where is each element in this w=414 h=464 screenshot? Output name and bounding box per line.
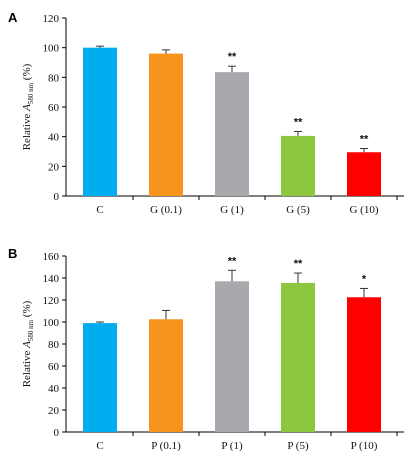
y-tick-label: 120: [43, 13, 60, 25]
panel-b: B 0 20 40 60 80 100 120 140 160 Relative A580 nm (…: [8, 246, 404, 452]
x-tick-label: P (5): [287, 440, 309, 452]
bar: [149, 53, 183, 196]
x-tick-label: P (10): [351, 440, 378, 452]
bar: [83, 323, 117, 432]
y-tick-label: 40: [48, 383, 60, 395]
x-tick-label: G (10): [349, 204, 378, 216]
y-tick-label: 120: [43, 295, 60, 307]
significance-marker: **: [228, 255, 237, 267]
x-tick-label: G (5): [286, 204, 310, 216]
y-tick-label: 20: [48, 161, 60, 173]
x-tick-label: G (1): [220, 204, 244, 216]
panel-letter: B: [8, 246, 17, 261]
significance-marker: **: [294, 116, 303, 128]
panel-letter: A: [8, 10, 18, 25]
significance-marker: **: [228, 51, 237, 63]
bar: [281, 282, 315, 432]
y-tick-label: 0: [54, 427, 60, 439]
y-tick-label: 100: [43, 317, 60, 329]
y-axis-label: Relative A580 nm (%): [21, 300, 35, 387]
y-tick-label: 140: [43, 273, 60, 285]
bar: [149, 319, 183, 432]
significance-marker: *: [362, 273, 367, 285]
y-axis-label: Relative A580 nm (%): [21, 63, 35, 150]
y-tick-label: 80: [48, 72, 60, 84]
y-tick-label: 0: [54, 191, 60, 203]
y-tick-label: 100: [43, 43, 60, 55]
bar: [215, 72, 249, 196]
y-tick-label: 60: [48, 102, 60, 114]
x-tick-label: P (1): [221, 440, 243, 452]
y-tick-label: 60: [48, 361, 60, 373]
x-tick-label: C: [96, 440, 103, 452]
x-tick-label: C: [96, 204, 103, 216]
y-tick-label: 20: [48, 405, 60, 417]
y-tick-label: 40: [48, 132, 60, 144]
bar: [347, 297, 381, 432]
bar: [83, 47, 117, 196]
y-tick-label: 160: [43, 251, 60, 263]
bar: [281, 135, 315, 196]
significance-marker: **: [294, 258, 303, 270]
significance-marker: **: [360, 134, 369, 146]
bar: [215, 281, 249, 432]
x-tick-label: G (0.1): [150, 204, 182, 216]
y-tick-label: 80: [48, 339, 60, 351]
x-tick-label: P (0.1): [151, 440, 181, 452]
panel-a: A 0 20 40 60 80 100 120 Relative A580 nm (%) C G (…: [8, 10, 404, 216]
bar: [347, 152, 381, 196]
